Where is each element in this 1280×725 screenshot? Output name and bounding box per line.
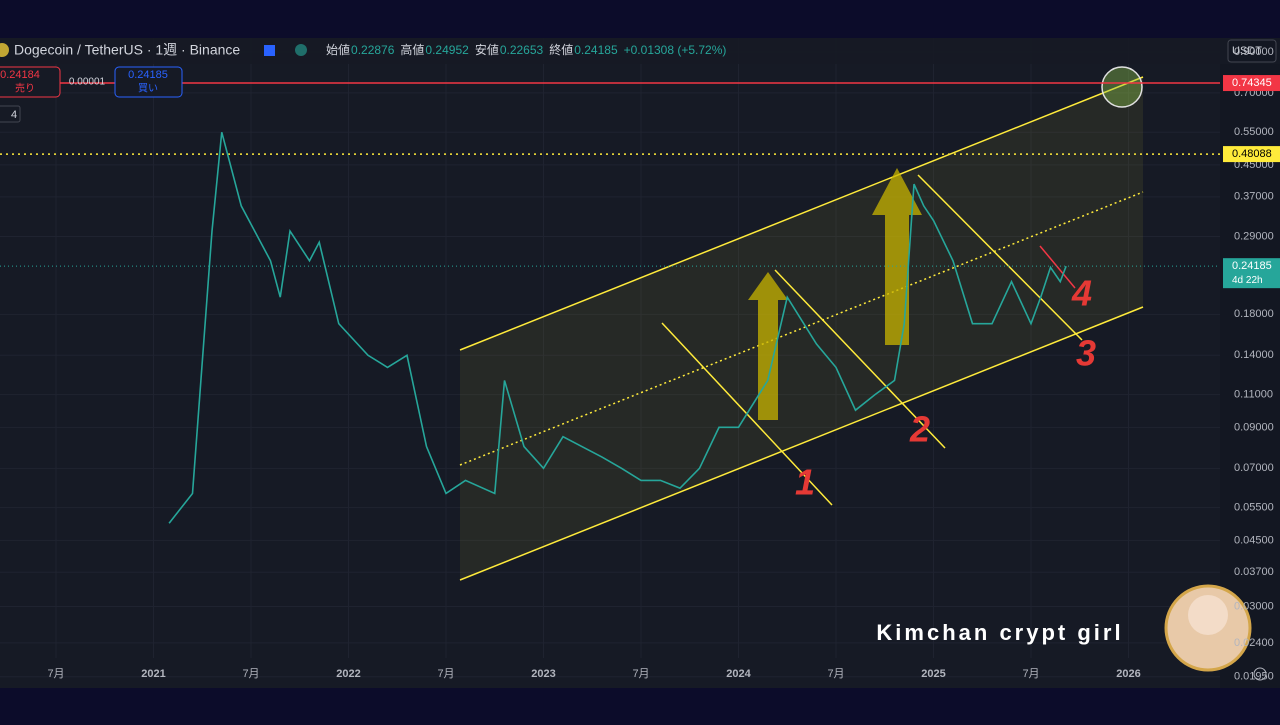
y-tick-label: 0.07000 [1234,462,1274,474]
last-price-label: 0.24185 [1232,260,1272,272]
x-tick-label: 7月 [1022,668,1039,680]
x-tick-label: 7月 [827,668,844,680]
ohlc-label: 始値 [326,42,350,57]
y-tick-label: 0.29000 [1234,230,1274,242]
chart-bg [0,38,1280,688]
y-tick-label: 0.90000 [1234,46,1274,58]
y-tick-label: 0.37000 [1234,191,1274,203]
x-tick-label: 7月 [632,668,649,680]
y-tick-label: 0.09000 [1234,421,1274,433]
annotation: 3 [1076,333,1096,374]
y-tick-label: 0.03700 [1234,566,1274,578]
indicator-count: 4 [11,109,17,121]
y-tick-label: 0.11000 [1234,389,1273,401]
trend-line [917,174,1083,341]
channel-lower [459,306,1144,581]
level-tag [1223,75,1280,92]
plot [0,82,1220,524]
x-tick-label: 2023 [531,668,555,680]
x-tick-label: 2021 [141,668,165,680]
x-tick-label: 2025 [921,668,945,680]
flag [264,45,275,56]
y-tick-label: 0.03000 [1234,600,1274,612]
ohlc-label: 終値 [549,42,573,57]
x-tick-label: 2026 [1116,668,1140,680]
target-circle [1101,66,1143,108]
last-price-tag [1223,258,1280,289]
x-tick-label: 7月 [437,668,454,680]
channel-fill [460,77,1143,580]
sell-label: 売り [15,82,35,95]
ohlc-value: 0.24952 [425,43,469,57]
y-tick-label: 0.01950 [1234,671,1274,683]
x-tick-label: 2024 [726,668,751,680]
y-tick-label: 0.14000 [1234,349,1274,361]
x-tick-label: 7月 [242,668,259,680]
y-tick-label: 0.05500 [1234,502,1274,514]
coin-icon [0,43,9,57]
ohlc: 始値 0.22876 高値 0.24952 安値 0.22653 終値 0.24185 +0.0… [326,42,726,57]
buy-price: 0.24185 [128,69,168,81]
status-dot [295,44,307,56]
y-tick-label: 0.04500 [1234,534,1274,546]
level-label: 0.74345 [1232,77,1272,89]
header-bar [0,38,1280,64]
arrow-up [872,168,922,345]
annotation: 2 [909,409,930,450]
countdown: 4d 22h [1232,275,1263,286]
annotation: 1 [795,462,815,503]
annotation: 4 [1071,273,1092,314]
watermark: Kimchan crypt girl [876,620,1123,645]
buy-label: 買い [138,83,158,95]
level-label: 0.48088 [1232,148,1272,160]
trend-line [774,269,946,449]
sell-button[interactable] [0,66,61,98]
price-line [168,131,1067,524]
ohlc-label: 高値 [400,42,424,57]
y-tick-label: 0.18000 [1234,308,1274,320]
x-tick-label: 2022 [336,668,360,680]
ohlc-value: 0.22876 [351,43,395,57]
level-tag [1223,146,1280,163]
settings-icon[interactable] [1253,667,1267,681]
x-tick-label: 7月 [47,668,64,680]
spread: 0.00001 [69,77,106,88]
ohlc-value: 0.22653 [500,43,544,57]
indicator-toggle[interactable] [0,105,21,123]
avatar-face [1188,595,1228,635]
currency-button[interactable] [1227,39,1277,63]
buy-button[interactable] [114,66,183,98]
arrow-up [748,272,788,420]
channel-upper [459,76,1144,351]
currency: USDT [1232,45,1262,57]
ohlc-label: 安値 [475,42,499,57]
change: +0.01308 (+5.72%) [624,43,727,57]
annotations: 1 2 3 4 [795,273,1096,503]
grid [0,38,1220,678]
y-tick-label: 0.55000 [1234,126,1274,138]
symbol: Dogecoin / TetherUS · 1週 · Binance [14,42,240,58]
trend-line [1039,245,1076,289]
y-tick-label: 0.02400 [1234,637,1274,649]
ohlc-value: 0.24185 [574,43,618,57]
sell-price: 0.24184 [0,69,40,81]
